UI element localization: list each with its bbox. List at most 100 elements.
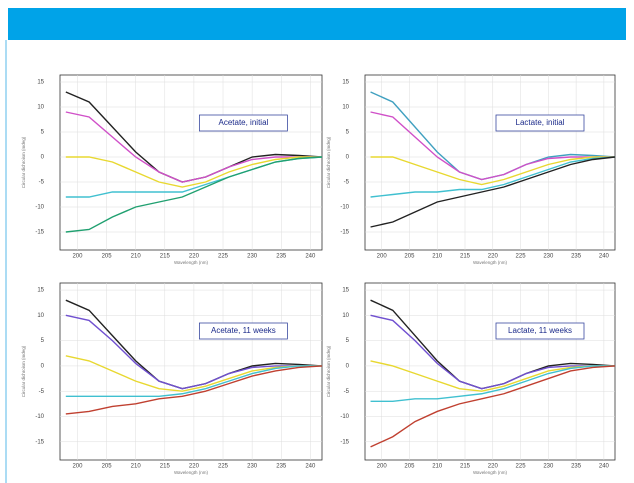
y-tick-label: 0 bbox=[346, 364, 350, 370]
y-tick-label: 5 bbox=[41, 130, 45, 136]
curve bbox=[370, 111, 615, 181]
x-tick-label: 240 bbox=[305, 254, 316, 260]
annotation: Lactate, initial bbox=[516, 118, 565, 127]
x-tick-label: 220 bbox=[488, 254, 499, 260]
y-tick-label: -10 bbox=[340, 205, 349, 211]
x-tick-label: 220 bbox=[189, 464, 200, 470]
header-bar bbox=[8, 8, 626, 40]
x-tick-label: 205 bbox=[404, 464, 415, 470]
x-tick-label: 235 bbox=[571, 464, 582, 470]
y-tick-label: -10 bbox=[340, 414, 349, 420]
x-tick-label: 230 bbox=[543, 464, 554, 470]
x-tick-label: 235 bbox=[571, 254, 582, 260]
x-axis-title: Wavelength (nm) bbox=[174, 260, 209, 265]
x-tick-label: 215 bbox=[460, 254, 471, 260]
annotation-box bbox=[198, 114, 288, 132]
y-tick-label: -10 bbox=[35, 205, 44, 211]
x-tick-label: 215 bbox=[160, 464, 171, 470]
x-tick-label: 205 bbox=[102, 464, 113, 470]
curve bbox=[65, 314, 322, 390]
x-tick-label: 215 bbox=[160, 254, 171, 260]
y-tick-label: -5 bbox=[39, 389, 45, 395]
x-tick-label: 230 bbox=[543, 254, 554, 260]
annotation: Acetate, initial bbox=[218, 118, 268, 127]
y-tick-label: 10 bbox=[342, 313, 349, 319]
x-tick-label: 210 bbox=[432, 464, 443, 470]
curve bbox=[370, 314, 615, 390]
x-tick-label: 230 bbox=[247, 254, 258, 260]
curve bbox=[65, 365, 322, 397]
curve bbox=[65, 111, 322, 183]
plot-area bbox=[364, 282, 616, 461]
curve bbox=[65, 365, 323, 415]
x-tick-label: 200 bbox=[72, 254, 83, 260]
x-tick-label: 205 bbox=[404, 254, 415, 260]
plot-area bbox=[364, 74, 616, 251]
curve bbox=[370, 156, 616, 228]
plot-area bbox=[59, 282, 323, 461]
x-tick-label: 200 bbox=[377, 254, 388, 260]
x-tick-label: 235 bbox=[276, 464, 287, 470]
x-axis-title: Wavelength (nm) bbox=[473, 260, 508, 265]
x-tick-label: 210 bbox=[432, 254, 443, 260]
x-tick-label: 210 bbox=[131, 254, 142, 260]
curve bbox=[65, 156, 323, 233]
y-axis-title: Circular dichroism (mdeg) bbox=[21, 136, 26, 188]
x-tick-label: 200 bbox=[377, 464, 388, 470]
y-tick-label: -15 bbox=[340, 230, 349, 236]
annotation: Acetate, 11 weeks bbox=[211, 326, 276, 335]
y-tick-label: 5 bbox=[346, 130, 350, 136]
annotation-box bbox=[495, 114, 585, 132]
curve bbox=[65, 156, 322, 188]
plot-area bbox=[59, 74, 323, 251]
curve bbox=[370, 156, 616, 198]
x-tick-label: 220 bbox=[189, 254, 200, 260]
y-tick-label: 15 bbox=[37, 80, 44, 86]
y-tick-label: 10 bbox=[37, 313, 44, 319]
y-tick-label: -5 bbox=[39, 180, 45, 186]
annotation-box bbox=[198, 322, 288, 340]
y-tick-label: -15 bbox=[35, 230, 44, 236]
x-tick-label: 210 bbox=[131, 464, 142, 470]
y-tick-label: 5 bbox=[346, 338, 350, 344]
x-tick-label: 230 bbox=[247, 464, 258, 470]
y-tick-label: 5 bbox=[41, 338, 45, 344]
y-axis-title: Circular dichroism (mdeg) bbox=[326, 345, 331, 397]
x-tick-label: 225 bbox=[218, 464, 229, 470]
x-axis-title: Wavelength (nm) bbox=[174, 470, 209, 475]
y-tick-label: 0 bbox=[41, 155, 45, 161]
y-tick-label: 10 bbox=[37, 105, 44, 111]
x-tick-label: 220 bbox=[488, 464, 499, 470]
x-tick-label: 240 bbox=[599, 254, 610, 260]
curve bbox=[370, 156, 615, 186]
y-tick-label: -15 bbox=[340, 439, 349, 445]
x-tick-label: 235 bbox=[276, 254, 287, 260]
x-tick-label: 225 bbox=[516, 254, 527, 260]
x-tick-label: 215 bbox=[460, 464, 471, 470]
x-axis-title: Wavelength (nm) bbox=[473, 470, 508, 475]
y-tick-label: 0 bbox=[346, 155, 350, 161]
y-tick-label: -15 bbox=[35, 439, 44, 445]
x-tick-label: 225 bbox=[516, 464, 527, 470]
y-tick-label: 15 bbox=[342, 288, 349, 294]
x-tick-label: 240 bbox=[305, 464, 316, 470]
curve bbox=[370, 360, 615, 392]
y-tick-label: 0 bbox=[41, 364, 45, 370]
y-tick-label: -5 bbox=[344, 389, 350, 395]
curve bbox=[65, 355, 322, 392]
annotation: Lactate, 11 weeks bbox=[508, 326, 572, 335]
annotation-box bbox=[495, 322, 585, 340]
x-tick-label: 200 bbox=[72, 464, 83, 470]
y-tick-label: 15 bbox=[37, 288, 44, 294]
y-tick-label: 10 bbox=[342, 105, 349, 111]
x-tick-label: 205 bbox=[102, 254, 113, 260]
curve bbox=[370, 365, 616, 448]
x-tick-label: 240 bbox=[599, 464, 610, 470]
x-tick-label: 225 bbox=[218, 254, 229, 260]
y-tick-label: 15 bbox=[342, 80, 349, 86]
y-tick-label: -10 bbox=[35, 414, 44, 420]
curve bbox=[370, 365, 615, 403]
y-tick-label: -5 bbox=[344, 180, 350, 186]
y-axis-title: Circular dichroism (mdeg) bbox=[326, 136, 331, 188]
